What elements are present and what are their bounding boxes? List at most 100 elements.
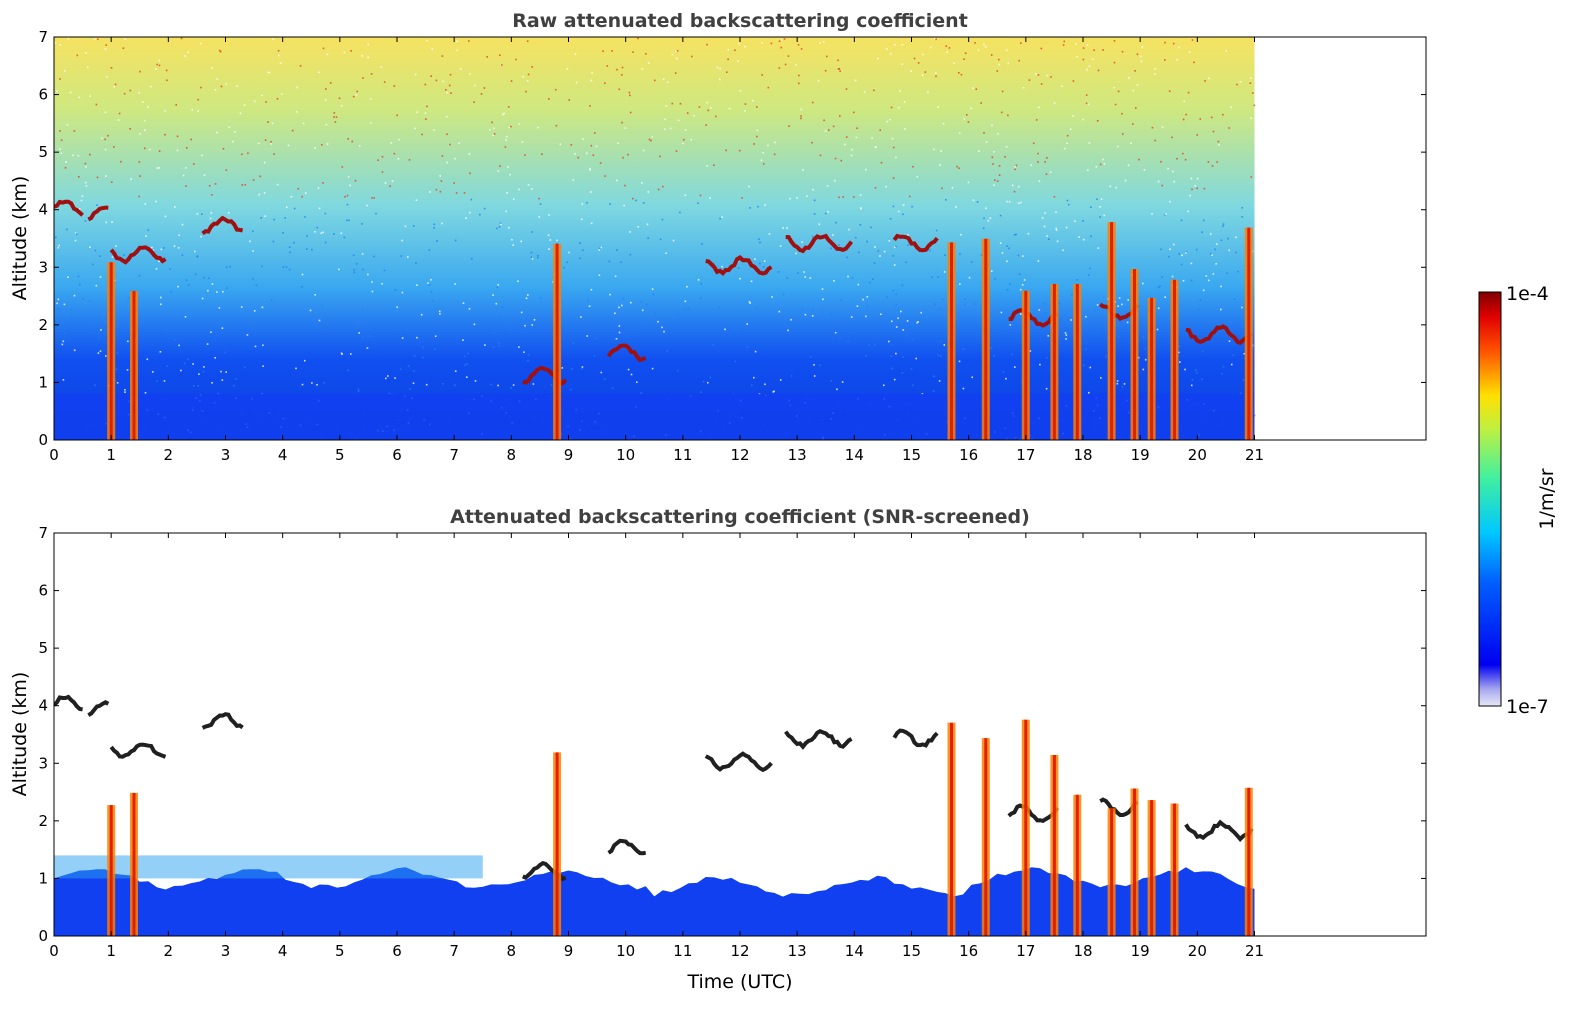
noise-speck <box>1239 81 1242 83</box>
noise-speck <box>210 212 213 214</box>
noise-speck <box>1082 118 1084 121</box>
noise-speck <box>1038 180 1041 182</box>
noise-speck <box>912 326 915 328</box>
noise-speck <box>589 105 591 107</box>
noise-speck <box>507 106 510 108</box>
x-tick-label: 10 <box>616 942 635 960</box>
noise-speck <box>493 133 496 135</box>
noise-speck <box>273 218 275 221</box>
noise-speck <box>886 120 888 123</box>
noise-speck <box>604 175 606 177</box>
noise-speck <box>73 294 76 297</box>
noise-speck <box>85 185 88 187</box>
noise-speck <box>897 317 899 319</box>
x-tick-label: 2 <box>164 942 174 960</box>
noise-speck <box>1199 299 1202 301</box>
noise-speck <box>322 231 324 234</box>
noise-speck <box>1230 363 1233 366</box>
noise-speck <box>813 199 816 202</box>
noise-speck <box>1007 62 1010 65</box>
noise-speck <box>579 242 581 244</box>
noise-speck <box>311 382 313 384</box>
noise-speck <box>464 355 466 358</box>
noise-speck <box>580 367 583 370</box>
noise-speck <box>263 192 266 194</box>
noise-speck <box>1169 248 1171 251</box>
noise-speck <box>373 197 375 199</box>
noise-speck <box>111 256 114 258</box>
noise-speck <box>265 101 267 103</box>
noise-speck <box>687 307 690 310</box>
noise-speck <box>416 111 418 113</box>
noise-speck <box>797 272 799 274</box>
noise-speck <box>812 188 814 191</box>
noise-speck <box>1020 42 1022 44</box>
noise-speck <box>510 387 512 389</box>
noise-speck <box>621 66 624 69</box>
noise-speck <box>1208 279 1210 282</box>
noise-speck <box>97 352 100 354</box>
noise-speck <box>262 365 264 367</box>
noise-speck <box>1204 80 1206 82</box>
noise-speck <box>641 309 644 312</box>
noise-speck <box>594 337 597 340</box>
noise-speck <box>837 59 839 62</box>
noise-speck <box>314 294 316 296</box>
noise-speck <box>66 124 69 126</box>
noise-speck <box>276 98 279 100</box>
noise-speck <box>499 54 501 56</box>
noise-speck <box>654 79 656 82</box>
noise-speck <box>572 342 575 344</box>
noise-speck <box>836 388 838 391</box>
noise-speck <box>321 144 323 146</box>
noise-speck <box>827 211 829 213</box>
noise-speck <box>356 325 359 327</box>
noise-speck <box>1063 40 1066 43</box>
aerosol-layer <box>54 855 483 879</box>
noise-speck <box>590 288 593 291</box>
noise-speck <box>261 94 263 97</box>
noise-speck <box>1171 136 1173 139</box>
noise-speck <box>856 305 859 307</box>
noise-speck <box>1037 161 1039 163</box>
noise-speck <box>394 377 396 379</box>
noise-speck <box>1082 58 1085 61</box>
precip-core <box>1075 794 1079 936</box>
noise-speck <box>935 72 937 74</box>
precip-core <box>1052 755 1056 936</box>
noise-speck <box>509 173 511 176</box>
noise-speck <box>1004 156 1006 158</box>
noise-speck <box>261 392 263 395</box>
noise-speck <box>352 254 355 257</box>
noise-speck <box>934 303 936 305</box>
noise-speck <box>383 269 386 272</box>
noise-speck <box>1222 223 1225 225</box>
noise-speck <box>117 119 120 121</box>
noise-speck <box>193 384 195 387</box>
noise-speck <box>561 367 564 369</box>
noise-speck <box>1222 365 1225 368</box>
noise-speck <box>941 187 943 190</box>
noise-speck <box>322 182 324 184</box>
noise-speck <box>80 199 83 202</box>
noise-speck <box>404 225 407 228</box>
colorbar: 1e-4 1e-7 1/m/sr <box>1478 283 1558 718</box>
noise-speck <box>702 380 705 383</box>
noise-speck <box>533 319 536 321</box>
noise-speck <box>59 44 61 46</box>
x-tick-label: 19 <box>1131 942 1150 960</box>
noise-speck <box>222 290 224 293</box>
noise-speck <box>734 360 737 363</box>
y-tick-label: 7 <box>38 524 48 542</box>
noise-speck <box>500 64 503 66</box>
noise-speck <box>467 352 469 355</box>
noise-speck <box>422 346 424 349</box>
noise-speck <box>380 66 382 68</box>
noise-speck <box>1008 200 1011 203</box>
noise-speck <box>675 50 677 53</box>
noise-speck <box>185 185 187 187</box>
noise-speck <box>646 223 649 226</box>
noise-speck <box>184 316 187 318</box>
noise-speck <box>282 266 285 268</box>
noise-speck <box>756 129 759 132</box>
